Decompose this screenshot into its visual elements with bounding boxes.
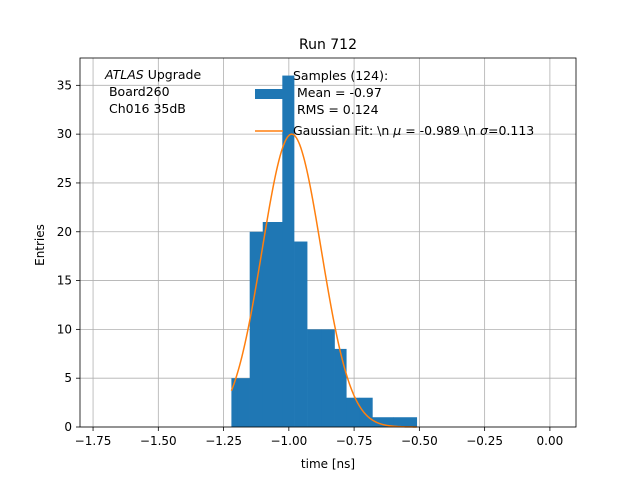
y-axis-label: Entries — [33, 224, 47, 266]
x-tick-label: −1.50 — [140, 434, 177, 448]
legend-hist-swatch — [255, 89, 283, 99]
histogram-bar — [262, 222, 283, 427]
y-tick-label: 0 — [64, 420, 72, 434]
annotation-box: ATLAS Upgrade Board260 Ch016 35dB — [104, 67, 201, 116]
annotation-upgrade: Upgrade — [144, 67, 202, 82]
annotation-line-1: ATLAS Upgrade — [104, 67, 201, 82]
histogram-bar — [307, 329, 322, 427]
legend-fit-mid: = -0.989 \n — [401, 123, 480, 138]
x-tick-label: −0.75 — [336, 434, 373, 448]
x-tick-label: −1.25 — [205, 434, 242, 448]
histogram-bar — [321, 329, 329, 427]
histogram-bar — [249, 231, 264, 427]
annotation-line-3: Ch016 35dB — [105, 101, 186, 116]
histogram-bar — [393, 417, 418, 427]
y-tick-label: 25 — [57, 176, 72, 190]
histogram-bar — [346, 397, 360, 427]
histogram-bar — [231, 378, 238, 427]
legend-hist-label-3: RMS = 0.124 — [293, 102, 379, 117]
y-tick-label: 20 — [57, 225, 72, 239]
y-tick-label: 5 — [64, 371, 72, 385]
histogram-bar — [294, 241, 308, 427]
x-axis-label: time [ns] — [301, 457, 355, 471]
x-tick-label: −0.25 — [466, 434, 503, 448]
histogram-bar — [282, 75, 295, 428]
legend-fit-sigma: σ — [480, 123, 489, 138]
annotation-atlas: ATLAS — [104, 67, 144, 82]
x-tick-label: −1.75 — [75, 434, 112, 448]
histogram-bar — [328, 329, 335, 427]
histogram-bar — [237, 378, 250, 427]
legend-fit-pre: Gaussian Fit: \n — [293, 123, 393, 138]
y-tick-label: 35 — [57, 78, 72, 92]
y-tick-label: 15 — [57, 274, 72, 288]
legend: Samples (124): Mean = -0.97 RMS = 0.124 … — [255, 68, 534, 138]
histogram-bar — [372, 417, 394, 427]
annotation-line-2: Board260 — [105, 84, 170, 99]
x-tick-label: 0.00 — [537, 434, 564, 448]
legend-hist-label-2: Mean = -0.97 — [293, 85, 382, 100]
chart-title: Run 712 — [299, 37, 357, 53]
histogram-bar — [359, 397, 373, 427]
y-tick-label: 10 — [57, 322, 72, 336]
legend-fit-post: =0.113 — [488, 123, 534, 138]
axes-border — [79, 57, 577, 428]
axis-ticks: −1.75 −1.50 −1.25 −1.00 −0.75 −0.50 −0.25 0.00 0… — [57, 78, 564, 448]
gaussian-fit — [230, 133, 417, 428]
legend-fit-label: Gaussian Fit: \n μ = -0.989 \n σ=0.113 — [293, 123, 534, 138]
legend-hist-label-1: Samples (124): — [293, 68, 388, 83]
axes-frame — [79, 57, 577, 428]
y-tick-label: 30 — [57, 127, 72, 141]
x-tick-label: −1.00 — [270, 434, 307, 448]
x-tick-label: −0.50 — [401, 434, 438, 448]
histogram-bars — [231, 75, 418, 428]
histogram-bar — [334, 348, 347, 427]
gaussian-fit-line — [230, 133, 417, 428]
legend-fit-mu: μ — [392, 123, 401, 138]
